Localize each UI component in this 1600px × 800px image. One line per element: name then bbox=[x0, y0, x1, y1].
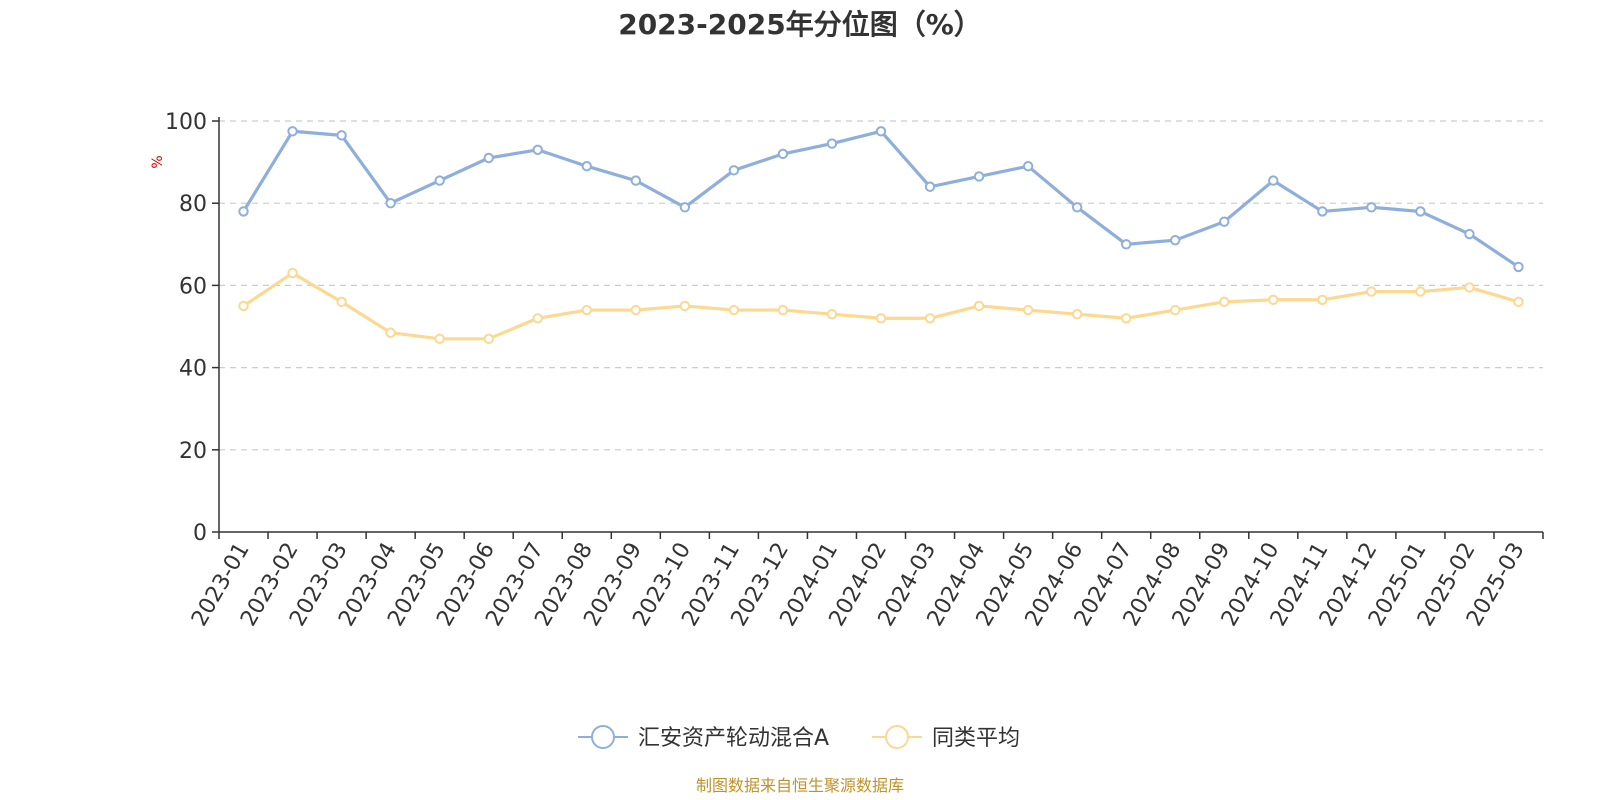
y-tick-label: 80 bbox=[179, 192, 207, 217]
data-point bbox=[630, 304, 642, 316]
data-point bbox=[1464, 282, 1475, 293]
data-point bbox=[1170, 234, 1181, 246]
data-point bbox=[1317, 206, 1328, 217]
data-point bbox=[1513, 296, 1524, 308]
data-point bbox=[826, 138, 838, 149]
data-point bbox=[1415, 206, 1426, 217]
data-point bbox=[924, 313, 936, 324]
data-point bbox=[1464, 228, 1475, 240]
data-point bbox=[1022, 304, 1034, 316]
data-point bbox=[826, 308, 838, 320]
data-point bbox=[532, 144, 543, 155]
series-line bbox=[242, 129, 1520, 269]
data-point bbox=[630, 175, 642, 186]
series-line bbox=[242, 271, 1519, 341]
data-point bbox=[1071, 202, 1083, 213]
data-point bbox=[434, 175, 445, 186]
data-point bbox=[483, 333, 494, 345]
data-point bbox=[483, 152, 494, 164]
data-point bbox=[973, 300, 985, 312]
data-point bbox=[238, 206, 249, 217]
series-2 bbox=[238, 267, 1524, 345]
data-point bbox=[1219, 216, 1230, 227]
data-point bbox=[1366, 202, 1377, 213]
data-source-note: 制图数据来自恒生聚源数据库 bbox=[696, 776, 904, 795]
gridlines bbox=[219, 120, 1543, 451]
data-point bbox=[1120, 239, 1132, 250]
legend: 汇安资产轮动混合A 同类平均 bbox=[578, 725, 1020, 751]
data-point bbox=[581, 304, 592, 316]
y-tick-label: 0 bbox=[193, 521, 207, 546]
data-point bbox=[728, 304, 740, 316]
legend-item-2: 同类平均 bbox=[872, 725, 1020, 751]
series-group bbox=[238, 126, 1524, 345]
data-point bbox=[875, 313, 887, 324]
data-point bbox=[679, 202, 691, 213]
data-point bbox=[1268, 175, 1279, 186]
data-point bbox=[385, 198, 396, 209]
data-point bbox=[728, 165, 740, 176]
data-point bbox=[1366, 286, 1377, 297]
data-point bbox=[1022, 161, 1034, 172]
data-point bbox=[336, 130, 347, 141]
data-point bbox=[1170, 304, 1181, 316]
legend-label: 汇安资产轮动混合A bbox=[638, 726, 829, 751]
data-point bbox=[238, 300, 249, 312]
data-point bbox=[1120, 313, 1132, 324]
data-point bbox=[1219, 296, 1230, 308]
data-point bbox=[287, 126, 298, 137]
data-point bbox=[777, 304, 789, 316]
data-point bbox=[875, 126, 887, 137]
legend-label: 同类平均 bbox=[932, 726, 1020, 751]
data-point bbox=[973, 171, 985, 182]
data-point bbox=[1513, 261, 1524, 273]
data-point bbox=[287, 267, 298, 279]
chart-title: 2023-2025年分位图（%） bbox=[618, 8, 982, 41]
data-point bbox=[679, 300, 691, 312]
y-tick-label: 60 bbox=[179, 274, 207, 299]
data-point bbox=[385, 327, 396, 338]
data-point bbox=[1268, 294, 1279, 305]
legend-item-1: 汇安资产轮动混合A bbox=[578, 725, 829, 751]
legend-marker bbox=[591, 725, 615, 749]
data-point bbox=[1317, 294, 1328, 305]
series-1 bbox=[238, 126, 1524, 273]
data-point bbox=[924, 181, 936, 192]
y-tick-labels: 0 20 40 60 80 100 bbox=[165, 110, 207, 546]
x-tick-labels: 2023-012023-022023-032023-042023-052023-… bbox=[187, 539, 1530, 631]
data-point bbox=[1415, 286, 1426, 297]
data-point bbox=[581, 161, 592, 172]
y-tick-label: 40 bbox=[179, 357, 207, 382]
y-axis-label: % bbox=[150, 155, 166, 168]
axes bbox=[212, 117, 1544, 539]
y-tick-label: 100 bbox=[165, 110, 207, 135]
y-tick-label: 20 bbox=[179, 439, 207, 464]
data-point bbox=[777, 148, 789, 160]
data-point bbox=[532, 313, 543, 324]
data-point bbox=[1071, 308, 1083, 320]
legend-marker bbox=[885, 725, 909, 749]
data-point bbox=[434, 333, 445, 345]
data-point bbox=[336, 296, 347, 308]
